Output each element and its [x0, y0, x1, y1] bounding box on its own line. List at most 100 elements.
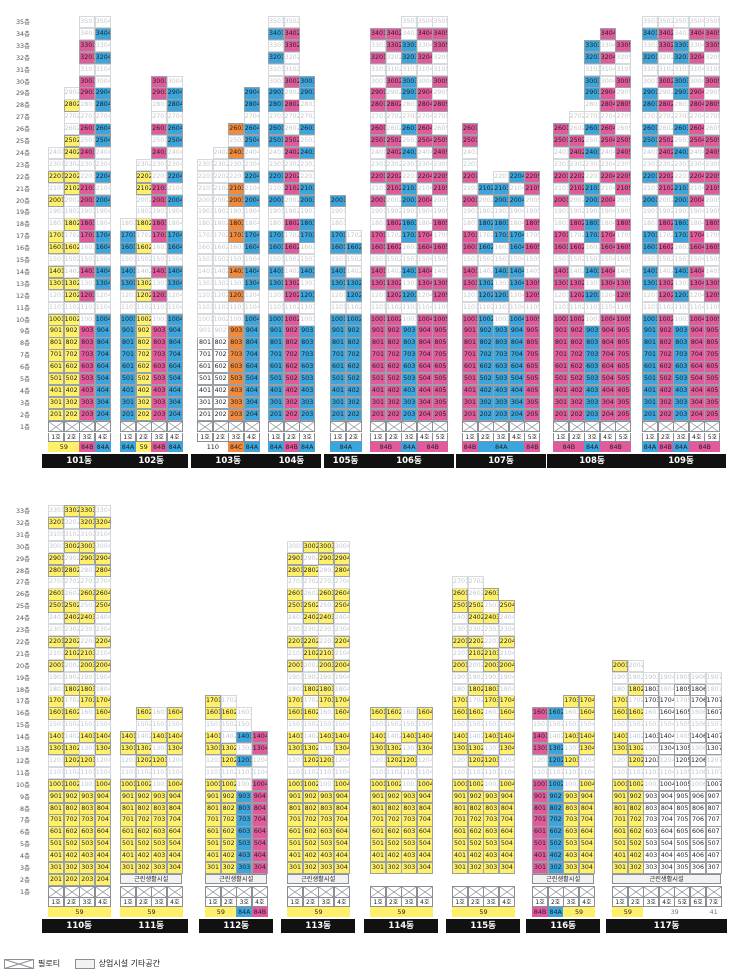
unit-cell: 1203	[151, 289, 168, 303]
unit-cell: 1702	[627, 695, 644, 708]
line-number: 6호	[690, 897, 707, 907]
unit-cell: 1203	[673, 289, 690, 303]
unit-cell: 1402	[547, 731, 564, 744]
unit-cell: 1602	[63, 242, 80, 255]
unit-cell: 2101	[462, 182, 479, 195]
unit-cell: 1901	[612, 671, 629, 684]
unit-cell: 1804	[658, 683, 675, 696]
unit-cell: 2701	[452, 576, 469, 589]
unit-cell: 204	[94, 873, 111, 887]
unit-cell: 1704	[94, 695, 111, 708]
piloti-cell	[467, 885, 484, 898]
unit-cell: 1703	[79, 695, 96, 708]
unit-cell: 702	[63, 814, 80, 827]
unit-cell: 302	[627, 862, 644, 875]
unit-cell: 2302	[467, 624, 484, 637]
piloti-cell	[658, 885, 675, 898]
unit-cell: 1004	[243, 313, 260, 326]
unit-cell: 2102	[302, 647, 319, 661]
unit-cell: 1002	[212, 313, 229, 326]
unit-cell: 2403	[673, 146, 690, 160]
unit-cell: 204	[688, 408, 705, 422]
unit-cell: 2203	[483, 635, 500, 649]
unit-cell: 2201	[197, 170, 214, 184]
floor-label: 26층	[15, 125, 30, 134]
unit-cell: 2702	[657, 111, 674, 124]
unit-cell: 2201	[48, 635, 65, 649]
unit-cell: 901	[612, 790, 629, 803]
unit-cell: 2601	[553, 123, 570, 136]
unit-cell: 1204	[243, 289, 260, 303]
piloti-cell	[212, 420, 229, 433]
piloti-cell	[48, 885, 65, 898]
unit-type-cell: 84A	[243, 441, 260, 452]
unit-cell: 1404	[416, 265, 433, 279]
unit-cell: 504	[94, 373, 111, 386]
unit-cell: 903	[563, 790, 580, 803]
unit-cell: 302	[477, 396, 494, 410]
unit-cell: 1403	[79, 731, 96, 744]
unit-cell: 902	[345, 325, 362, 338]
unit-cell: 302	[547, 862, 564, 875]
unit-cell: 1104	[166, 766, 183, 780]
unit-cell: 704	[416, 814, 433, 827]
unit-cell: 804	[578, 802, 595, 815]
piloti-cell	[166, 885, 183, 898]
unit-cell: 703	[151, 349, 168, 362]
unit-cell: 1802	[283, 218, 300, 231]
unit-cell: 904	[416, 325, 433, 338]
unit-cell: 2601	[287, 588, 304, 601]
unit-cell: 1101	[330, 301, 347, 314]
unit-cell: 1101	[642, 301, 659, 314]
unit-cell: 1703	[299, 230, 316, 243]
unit-cell: 1901	[370, 206, 387, 219]
unit-cell: 302	[63, 396, 80, 410]
unit-type-cell: 84B	[553, 441, 585, 452]
unit-cell: 3503	[401, 16, 418, 29]
unit-cell: 701	[268, 349, 285, 362]
unit-cell: 2503	[299, 135, 316, 148]
unit-cell: 2901	[370, 87, 387, 100]
unit-cell: 1204	[94, 754, 111, 768]
unit-cell: 701	[642, 349, 659, 362]
unit-cell: 803	[584, 337, 601, 350]
unit-cell: 2202	[467, 635, 484, 649]
unit-cell: 402	[547, 850, 564, 863]
unit-cell: 1103	[563, 766, 580, 780]
piloti-cell	[151, 885, 168, 898]
unit-type-cell: 84C	[228, 441, 245, 452]
unit-cell: 1402	[385, 265, 402, 279]
unit-cell: 302	[220, 862, 237, 875]
unit-cell: 2103	[151, 182, 168, 195]
unit-cell: 1105	[704, 301, 721, 314]
unit-cell: 1204	[94, 289, 111, 303]
unit-cell: 301	[370, 862, 387, 875]
unit-cell: 902	[220, 790, 237, 803]
line-number: 4호	[508, 432, 525, 442]
unit-cell: 1701	[287, 695, 304, 708]
building-name-bar: 116동	[526, 918, 601, 933]
unit-cell: 1601	[370, 707, 387, 720]
floor-label: 30층	[15, 542, 30, 551]
unit-cell: 3303	[584, 39, 601, 53]
line-number: 3호	[236, 897, 253, 907]
unit-cell: 1703	[584, 230, 601, 243]
unit-cell: 801	[48, 337, 65, 350]
unit-type-cell: 84A	[642, 441, 659, 452]
unit-cell: 303	[236, 862, 253, 875]
unit-cell: 1404	[508, 265, 525, 279]
unit-cell: 2402	[467, 612, 484, 625]
unit-cell: 2102	[212, 182, 229, 195]
unit-type-cell: 39	[643, 906, 707, 917]
unit-cell: 504	[658, 838, 675, 851]
unit-cell: 1402	[212, 265, 229, 279]
unit-cell: 604	[599, 361, 616, 374]
unit-cell: 2701	[48, 576, 65, 589]
unit-type-cell: 41	[705, 906, 722, 917]
unit-cell: 504	[243, 373, 260, 386]
floor-label: 20층	[15, 661, 30, 670]
unit-cell: 304	[166, 862, 183, 875]
unit-cell: 1302	[135, 277, 152, 291]
floor-label: 13층	[15, 745, 30, 753]
unit-cell: 3203	[79, 516, 96, 530]
